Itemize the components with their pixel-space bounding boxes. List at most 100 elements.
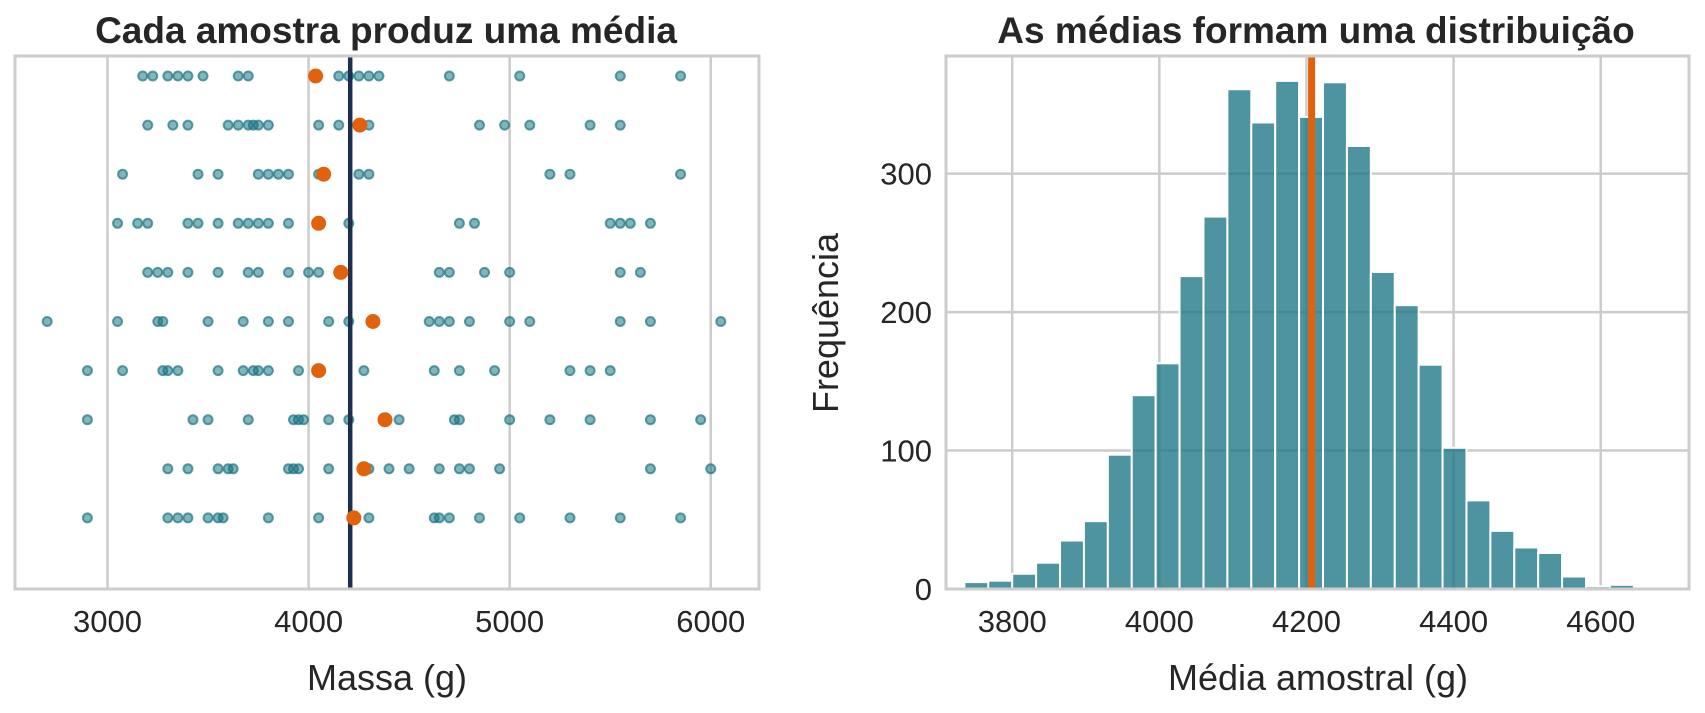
sample-point: [197, 70, 209, 82]
sample-point: [252, 119, 264, 131]
sample-mean-point: [352, 117, 368, 133]
sample-point: [715, 316, 727, 327]
sample-point: [293, 365, 305, 377]
sample-point: [423, 316, 435, 327]
sample-mean-point: [308, 68, 324, 84]
sample-point: [453, 217, 465, 229]
right-y-tick-label: 300: [880, 157, 932, 192]
sample-point: [705, 463, 717, 475]
sample-point: [162, 463, 174, 475]
sample-point: [272, 168, 284, 180]
sample-point: [614, 217, 626, 229]
histogram-bar: [1178, 275, 1205, 590]
sample-point: [675, 70, 687, 82]
sample-point: [262, 168, 274, 180]
sample-point: [494, 463, 506, 475]
sample-mean-point: [377, 412, 393, 428]
histogram-bar: [1537, 552, 1564, 590]
sample-point: [162, 512, 174, 524]
sample-point: [584, 119, 596, 131]
sample-point: [41, 316, 53, 327]
sample-point: [353, 70, 365, 82]
sample-mean-point: [316, 166, 332, 182]
histogram-bar: [1154, 362, 1181, 591]
sample-point: [524, 316, 536, 327]
sample-point: [227, 463, 239, 475]
sample-point: [252, 266, 264, 278]
left-x-ticks: 3000 4000 5000 6000: [73, 604, 745, 639]
sample-point: [212, 266, 224, 278]
sample-point: [282, 266, 294, 278]
right-panel: As médias formam uma distribuição 3800 40…: [805, 10, 1691, 698]
histogram-bar: [1417, 363, 1444, 590]
sample-point: [212, 365, 224, 377]
sample-point: [473, 119, 485, 131]
sample-point: [453, 463, 465, 475]
sample-point: [363, 512, 375, 524]
histogram-bar: [1130, 394, 1157, 590]
histogram-bar: [1226, 88, 1253, 590]
right-y-tick-label: 100: [880, 434, 932, 469]
sample-mean-point: [346, 510, 362, 526]
sample-point: [262, 316, 274, 327]
sample-point: [544, 168, 556, 180]
right-x-tick-label: 4400: [1419, 604, 1488, 639]
sample-point: [363, 70, 375, 82]
histogram-bar: [1465, 499, 1492, 590]
sample-point: [182, 266, 194, 278]
sample-point: [604, 217, 616, 229]
sample-point: [212, 463, 224, 475]
sample-point: [282, 316, 294, 327]
sample-point: [222, 119, 234, 131]
sample-point: [242, 70, 254, 82]
sample-point: [192, 168, 204, 180]
histogram-bar: [1011, 572, 1038, 590]
sample-point: [187, 414, 199, 426]
right-y-ticks: 0 100 200 300: [880, 157, 932, 607]
sample-point: [584, 414, 596, 426]
sample-point: [202, 316, 214, 327]
sample-point: [479, 266, 491, 278]
sample-point: [614, 316, 626, 327]
sample-point: [182, 512, 194, 524]
sample-point: [695, 414, 707, 426]
sample-point: [313, 512, 325, 524]
sample-point: [614, 119, 626, 131]
sample-point: [614, 70, 626, 82]
sample-point: [282, 168, 294, 180]
sample-point: [433, 512, 445, 524]
sample-point: [453, 365, 465, 377]
sample-point: [564, 512, 576, 524]
sample-mean-point: [311, 363, 327, 379]
sample-point: [172, 70, 184, 82]
sample-point: [675, 168, 687, 180]
sample-point: [584, 365, 596, 377]
histogram-bar: [1561, 575, 1588, 591]
sample-point: [112, 316, 124, 327]
sample-point: [172, 512, 184, 524]
left-x-tick-label: 3000: [73, 604, 142, 639]
histogram-bar: [1393, 304, 1420, 590]
left-x-axis-label: Massa (g): [307, 657, 467, 698]
sample-point: [644, 217, 656, 229]
sample-point: [614, 512, 626, 524]
left-points: [41, 70, 727, 524]
sample-point: [242, 217, 254, 229]
sample-point: [162, 266, 174, 278]
histogram-bar: [1250, 121, 1277, 591]
sample-point: [162, 70, 174, 82]
sample-point: [433, 463, 445, 475]
sample-point: [323, 463, 335, 475]
sample-point: [333, 119, 345, 131]
left-panel: Cada amostra produz uma média 3000 4000 50…: [13, 10, 761, 698]
sample-point: [428, 365, 440, 377]
sample-point: [644, 463, 656, 475]
sample-point: [303, 266, 315, 278]
left-x-tick-label: 4000: [274, 604, 343, 639]
sample-point: [313, 119, 325, 131]
sample-point: [383, 463, 395, 475]
histogram-bar: [1035, 561, 1062, 591]
sample-point: [202, 414, 214, 426]
sample-point: [463, 463, 475, 475]
